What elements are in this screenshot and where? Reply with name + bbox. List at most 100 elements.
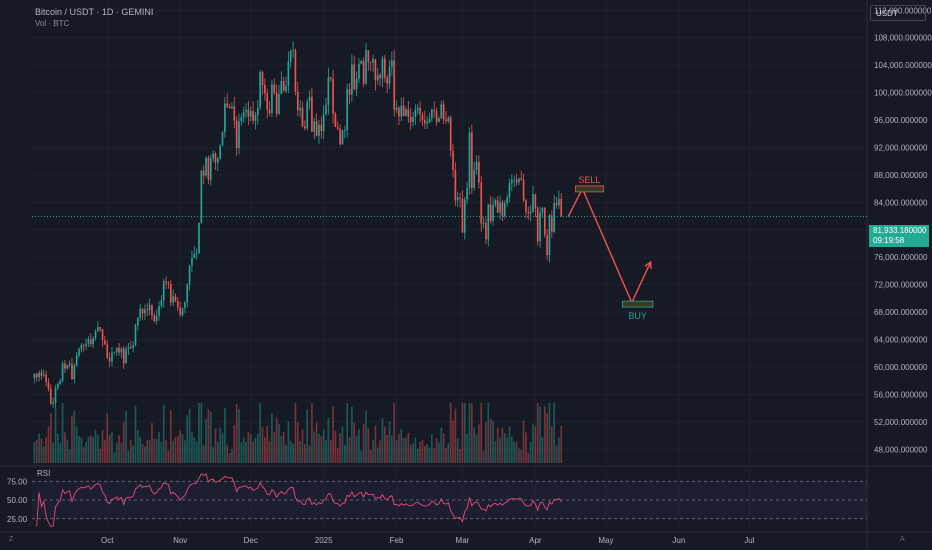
volume-bar: [415, 437, 417, 463]
candle: [151, 305, 153, 315]
candle: [370, 62, 372, 63]
candle: [57, 384, 59, 388]
volume-bar: [377, 447, 379, 463]
volume-bar: [363, 424, 365, 463]
sell-label: SELL: [578, 175, 600, 185]
candle: [445, 119, 447, 121]
volume-bar: [464, 403, 466, 463]
volume-bar: [281, 436, 283, 463]
candle: [191, 258, 193, 266]
rsi-level-label: 75.00: [7, 477, 28, 486]
candle: [542, 208, 544, 213]
volume-bar: [525, 433, 527, 463]
volume-bar: [233, 425, 235, 463]
candle: [128, 347, 130, 349]
candle: [356, 79, 358, 89]
volume-bar: [304, 444, 306, 463]
volume-bar: [137, 430, 139, 463]
volume-bar: [328, 418, 330, 463]
volume-bar: [170, 410, 172, 463]
volume-bar: [222, 433, 224, 463]
candle: [483, 223, 485, 224]
candle: [283, 81, 285, 91]
volume-bar: [391, 436, 393, 463]
volume-bar: [109, 435, 111, 463]
candle: [210, 158, 212, 179]
candle: [38, 372, 40, 377]
volume-bar: [339, 433, 341, 463]
candle: [346, 89, 348, 130]
candle: [109, 358, 111, 361]
candle: [139, 309, 141, 318]
candle: [490, 204, 492, 220]
volume-bar: [59, 443, 61, 463]
volume-bar: [473, 427, 475, 463]
volume-bar: [71, 416, 73, 463]
volume-bar: [360, 450, 362, 463]
candle: [405, 109, 407, 116]
volume-bar: [212, 447, 214, 463]
volume-bar: [313, 431, 315, 463]
candle: [236, 121, 238, 148]
volume-bar: [365, 411, 367, 463]
candle: [426, 122, 428, 123]
volume-bar: [257, 434, 259, 463]
volume-bar: [332, 406, 334, 463]
volume-bar: [353, 423, 355, 463]
price-tick-label: 88,000.000000: [874, 171, 928, 180]
volume-bar: [217, 442, 219, 463]
candle: [349, 89, 351, 94]
volume-bar: [311, 403, 313, 463]
volume-bar: [273, 432, 275, 463]
volume-bar: [476, 434, 478, 463]
auto-scale-icon[interactable]: A: [900, 536, 905, 543]
volume-bar: [349, 437, 351, 463]
candle: [466, 188, 468, 200]
candle: [116, 348, 118, 352]
candle: [377, 75, 379, 80]
volume-bar: [375, 426, 377, 463]
candle: [344, 130, 346, 131]
volume-bar: [306, 409, 308, 463]
volume-bar: [431, 434, 433, 463]
candle: [389, 67, 391, 83]
volume-bar: [288, 421, 290, 463]
volume-bar: [262, 427, 264, 463]
volume-bar: [518, 448, 520, 463]
candle: [78, 349, 80, 355]
candle: [243, 112, 245, 117]
volume-bar: [97, 435, 99, 463]
volume-bar: [203, 445, 205, 463]
candle: [436, 111, 438, 122]
candle: [217, 158, 219, 162]
price-tick-label: 92,000.000000: [874, 143, 928, 152]
volume-bar: [43, 447, 45, 463]
candle: [410, 117, 412, 122]
currency-selector[interactable]: USDT: [870, 5, 926, 21]
candle: [252, 111, 254, 121]
zoom-icon[interactable]: Z: [9, 536, 13, 543]
volume-bar: [426, 444, 428, 463]
candle: [208, 158, 210, 180]
volume-bar: [346, 403, 348, 463]
volume-bar: [405, 438, 407, 463]
candle: [153, 316, 155, 321]
volume-bar: [121, 443, 123, 463]
volume-bar: [52, 443, 54, 463]
volume-bar: [92, 437, 94, 463]
candle: [114, 352, 116, 353]
candle: [88, 340, 90, 344]
candle: [241, 117, 243, 121]
candle: [316, 121, 318, 135]
volume-bar: [175, 437, 177, 463]
candle: [106, 344, 108, 358]
buy-zone: [622, 301, 653, 307]
candle: [245, 110, 247, 112]
candle: [233, 106, 235, 120]
candle: [43, 375, 45, 376]
volume-bar: [438, 443, 440, 463]
candle: [203, 171, 205, 176]
rsi-pane[interactable]: 75.00 50.00 25.00: [7, 474, 867, 527]
candle-countdown: 09:19:58: [873, 236, 925, 246]
